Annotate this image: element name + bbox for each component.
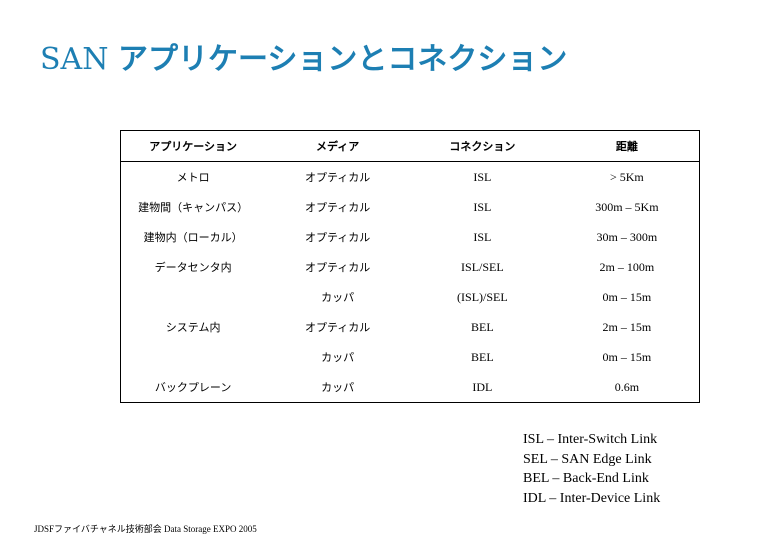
table-row: カッパ BEL 0m – 15m [121,342,700,372]
connection-table: アプリケーション メディア コネクション 距離 メトロ オプティカル ISL >… [120,130,700,403]
slide-title: SAN アプリケーションとコネクション [40,34,567,78]
legend-item: ISL – Inter-Switch Link [523,432,658,447]
table-header-row: アプリケーション メディア コネクション 距離 [120,130,700,162]
cell-application [121,282,266,312]
cell-connection: ISL [473,169,492,184]
slide-title-prefix: SAN [40,42,109,77]
table-row: メトロ オプティカル ISL > 5Km [121,162,700,193]
cell-media: オプティカル [304,201,371,214]
cell-distance: 2m – 100m [599,259,655,274]
cell-application: メトロ [176,171,210,184]
table-row: カッパ (ISL)/SEL 0m – 15m [121,282,700,312]
cell-distance: 2m – 15m [602,319,652,334]
cell-connection: (ISL)/SEL [457,289,508,304]
header-application: アプリケーション [120,130,266,162]
cell-connection: IDL [472,379,493,394]
cell-application: システム内 [165,321,221,334]
table-row: システム内 オプティカル BEL 2m – 15m [121,312,700,342]
table-row: 建物間（キャンパス） オプティカル ISL 300m – 5Km [121,192,700,222]
cell-media: カッパ [321,381,355,394]
cell-application: 建物内（ローカル） [143,231,243,244]
cell-distance: 30m – 300m [596,229,658,244]
cell-application: 建物間（キャンパス） [138,201,249,214]
header-media: メディア [265,130,410,162]
cell-distance: 0.6m [614,379,640,394]
cell-application: バックプレーン [154,381,232,394]
header-distance: 距離 [554,130,700,162]
cell-connection: ISL [473,229,492,244]
cell-distance: 300m – 5Km [595,199,659,214]
slide-title-main: アプリケーションとコネクション [118,42,568,77]
cell-distance: 0m – 15m [602,349,652,364]
cell-media: オプティカル [304,321,371,334]
cell-media: オプティカル [304,171,371,184]
legend-item: SEL – SAN Edge Link [523,451,652,467]
table-row: データセンタ内 オプティカル ISL/SEL 2m – 100m [121,252,700,282]
cell-application [121,342,266,372]
cell-connection: ISL/SEL [461,259,504,274]
cell-application: データセンタ内 [154,261,232,274]
cell-media: オプティカル [304,231,371,244]
legend-item: IDL – Inter-Device Link [523,490,661,506]
header-connection: コネクション [410,130,555,162]
cell-connection: ISL [473,199,492,214]
abbreviation-legend: ISL – Inter-Switch Link SEL – SAN Edge L… [523,430,660,508]
cell-distance: 0m – 15m [602,289,652,304]
legend-item: BEL – Back-End Link [523,471,649,486]
table-row: 建物内（ローカル） オプティカル ISL 30m – 300m [121,222,700,252]
cell-media: オプティカル [304,261,371,274]
cell-media: カッパ [321,351,355,364]
cell-distance: > 5Km [609,169,644,184]
slide-footer: JDSFファイバチャネル技術部会 Data Storage EXPO 2005 [34,524,257,534]
table-row: バックプレーン カッパ IDL 0.6m [121,372,700,403]
cell-media: カッパ [321,291,355,304]
cell-connection: BEL [471,349,494,364]
cell-connection: BEL [471,319,494,334]
